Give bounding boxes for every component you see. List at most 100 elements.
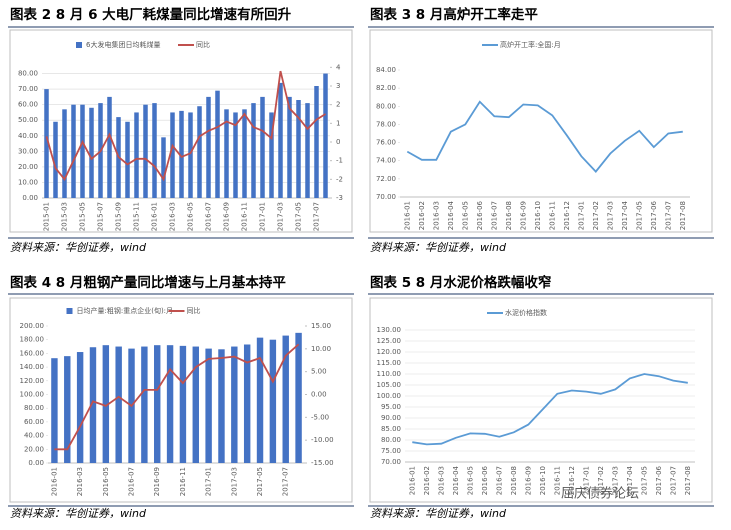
bar <box>161 137 166 198</box>
x-tick-label: 2017-03 <box>230 467 238 496</box>
y-tick-label: 105.00 <box>377 381 402 389</box>
bar <box>76 352 84 463</box>
bar <box>206 96 211 198</box>
y-tick-label: 70.00 <box>18 85 38 93</box>
bar <box>269 112 274 198</box>
x-tick-label: 2017-02 <box>597 466 605 495</box>
bar <box>115 346 122 463</box>
x-tick-label: 2016-07 <box>205 202 213 231</box>
bar <box>134 112 139 198</box>
y-tick-label: 120.00 <box>20 377 45 385</box>
x-tick-label: 2016-01 <box>151 202 159 231</box>
y-tick-label: 0.00 <box>28 459 44 467</box>
y-tick-label: 120.00 <box>377 348 402 356</box>
x-tick-label: 2016-02 <box>418 201 426 230</box>
y-tick-label: 50.00 <box>18 116 38 124</box>
bar <box>305 103 310 198</box>
bar <box>154 345 161 463</box>
bar <box>51 358 58 463</box>
x-tick-label: 2017-07 <box>664 201 672 230</box>
x-tick-label: 2016-07 <box>128 467 136 496</box>
bar <box>231 346 238 463</box>
x-tick-label: 2016-01 <box>403 201 411 230</box>
y-tick-label: 200.00 <box>20 322 45 330</box>
x-tick-label: 2017-04 <box>621 200 629 230</box>
bar <box>166 345 174 463</box>
bar <box>102 345 110 463</box>
bar <box>224 109 229 198</box>
x-tick-label: 2016-05 <box>187 202 195 231</box>
bar <box>295 332 302 463</box>
y-tick-label: 110.00 <box>377 370 402 378</box>
bar <box>282 335 289 463</box>
x-tick-label: 2017-07 <box>313 202 321 231</box>
x-tick-label: 2016-11 <box>179 467 187 496</box>
y-tick-label: 100.00 <box>377 392 402 400</box>
x-tick-label: 2017-01 <box>582 466 590 495</box>
y-tick-label: 10.00 <box>18 178 38 186</box>
y-tick-label: 95.00 <box>381 403 401 411</box>
bar <box>64 356 71 463</box>
x-tick-label: 2015-11 <box>133 202 141 231</box>
legend-label: 高炉开工率:全国:月 <box>500 40 561 49</box>
x-tick-label: 2017-03 <box>611 466 619 495</box>
x-tick-label: 2016-05 <box>466 466 474 495</box>
y-tick-label: 74.00 <box>376 157 396 165</box>
x-tick-label: 2016-08 <box>505 201 513 230</box>
x-tick-label: 2015-05 <box>79 202 87 231</box>
bar <box>44 89 49 198</box>
figure-title: 图表 3 8 月高炉开工率走平 <box>370 6 538 23</box>
bar <box>323 73 328 198</box>
bar <box>243 344 251 463</box>
x-tick-label: 2017-03 <box>606 201 614 230</box>
x-tick-label: 2016-12 <box>568 466 576 495</box>
legend-label: 日均产量:粗钢:重点企业(旬):月 <box>77 306 174 315</box>
x-tick-label: 2017-04 <box>626 465 634 495</box>
y-tick-label: 90.00 <box>381 414 401 422</box>
x-tick-label: 2016-10 <box>534 201 542 230</box>
bar <box>287 96 292 198</box>
x-tick-label: 2016-08 <box>510 466 518 495</box>
bar <box>251 103 256 198</box>
bar <box>278 82 283 198</box>
legend-label: 6大发电集团日均耗煤量 <box>86 40 160 49</box>
bar <box>89 347 97 463</box>
x-tick-label: 2016-04 <box>447 200 455 230</box>
bar <box>197 106 202 198</box>
y-tick-label: 130.00 <box>377 326 402 334</box>
x-tick-label: 2017-08 <box>679 201 687 230</box>
figure-title: 图表 4 8 月粗钢产量同比增速与上月基本持平 <box>10 274 286 291</box>
y-tick-label: 78.00 <box>376 120 396 128</box>
x-tick-label: 2017-05 <box>635 201 643 230</box>
line <box>54 343 300 451</box>
bar <box>143 104 148 198</box>
source: 资料来源：华创证券，wind <box>10 507 147 520</box>
y-tick-label: 80.00 <box>18 70 38 78</box>
y-tick-label: 115.00 <box>377 359 402 367</box>
bar <box>269 339 277 463</box>
y2-tick-label: 3 <box>336 82 340 90</box>
x-tick-label: 2016-05 <box>461 201 469 230</box>
bar <box>192 346 199 463</box>
x-tick-label: 2017-05 <box>640 466 648 495</box>
line <box>45 70 326 182</box>
y-tick-label: 125.00 <box>377 337 402 345</box>
x-tick-label: 2017-07 <box>282 467 290 496</box>
bar <box>179 110 184 198</box>
figure-title: 图表 5 8 月水泥价格跌幅收窄 <box>370 274 551 291</box>
x-tick-label: 2017-08 <box>684 466 692 495</box>
bar <box>296 100 301 198</box>
y-tick-label: 76.00 <box>376 139 396 147</box>
y-tick-label: 140.00 <box>20 363 45 371</box>
x-tick-label: 2016-11 <box>241 202 249 231</box>
bar <box>314 86 319 198</box>
bar <box>125 121 130 198</box>
x-tick-label: 2016-11 <box>548 201 556 230</box>
y2-tick-label: 2 <box>336 101 340 109</box>
y-tick-label: 75.00 <box>381 447 401 455</box>
figure-title: 图表 2 8 月 6 大电厂耗煤量同比增速有所回升 <box>10 6 292 23</box>
bar <box>53 121 58 198</box>
y-tick-label: 72.00 <box>376 175 396 183</box>
bar <box>141 346 148 463</box>
y-tick-label: 160.00 <box>20 349 45 357</box>
